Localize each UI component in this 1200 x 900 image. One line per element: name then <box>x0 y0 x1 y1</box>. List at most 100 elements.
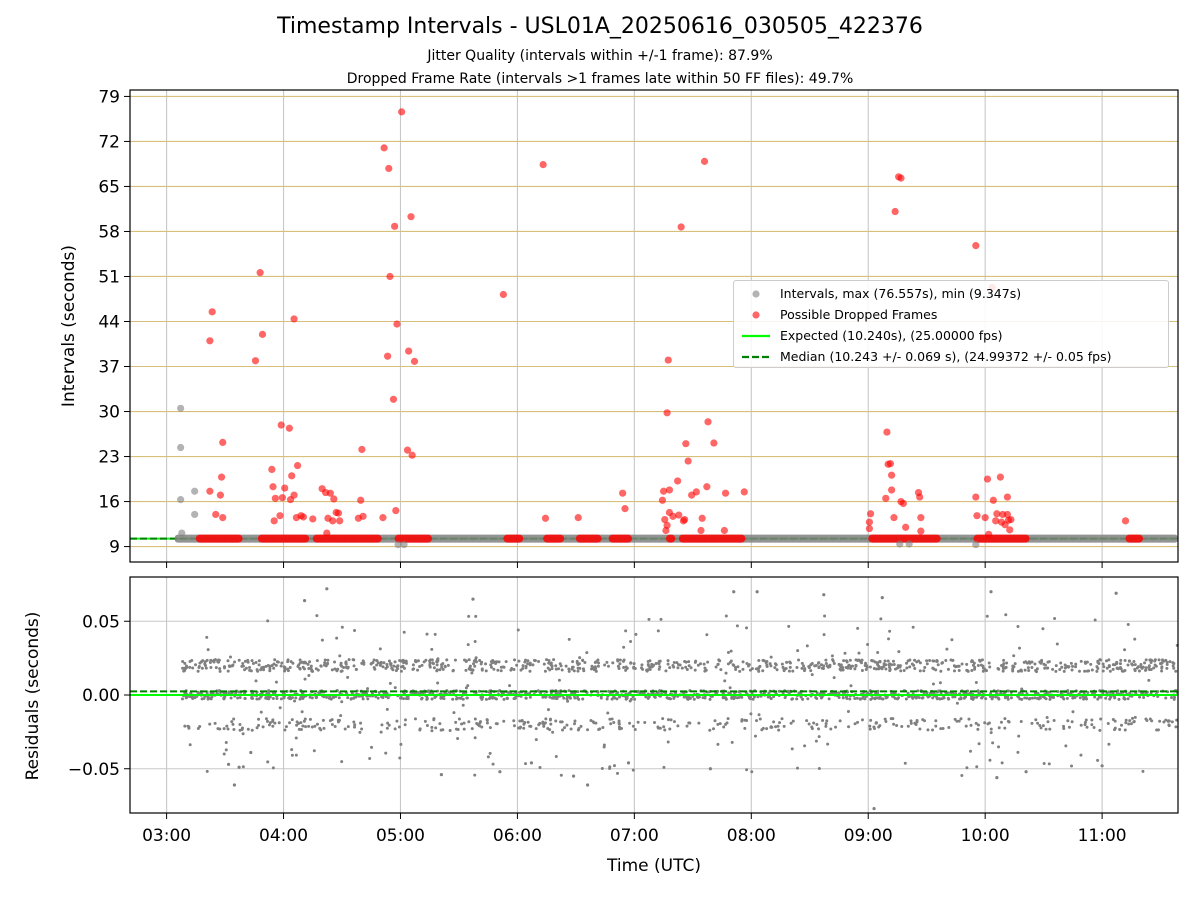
residual-point <box>871 659 875 663</box>
residual-point <box>208 661 212 665</box>
dropped-frame-point <box>865 524 874 533</box>
residual-point <box>273 721 277 725</box>
residual-point <box>1046 660 1050 664</box>
residual-point <box>633 728 637 732</box>
residual-point <box>790 747 794 751</box>
dropped-frame-point <box>659 487 668 495</box>
residual-point <box>692 697 696 701</box>
residual-point <box>268 721 272 725</box>
residual-point <box>526 720 530 724</box>
residual-point <box>438 722 442 726</box>
residual-point <box>845 660 849 664</box>
dropped-frame-point <box>1121 517 1130 525</box>
residual-point <box>454 697 458 701</box>
residual-point <box>699 662 703 666</box>
residual-point <box>307 667 311 671</box>
residual-point <box>869 718 873 722</box>
residual-point <box>307 724 311 728</box>
residual-point <box>1174 669 1178 673</box>
residual-point <box>900 725 904 729</box>
residual-point <box>198 724 202 728</box>
dropped-frame-point <box>674 477 682 485</box>
residual-outlier-point <box>232 783 237 787</box>
residual-point <box>467 720 471 724</box>
intervals-y-tick-label: 72 <box>98 132 120 152</box>
residual-point <box>658 665 662 669</box>
residual-point <box>741 660 745 664</box>
residual-point <box>841 696 845 700</box>
residual-point <box>542 662 546 666</box>
residual-point <box>757 666 761 670</box>
residual-point <box>496 668 500 672</box>
dropped-frame-point <box>403 446 412 454</box>
residual-point <box>882 662 886 666</box>
dropped-frame-point <box>285 424 293 432</box>
residual-point <box>988 758 992 762</box>
residual-point <box>1123 728 1127 732</box>
residual-point <box>615 697 619 701</box>
residual-point <box>547 661 551 665</box>
residual-point <box>1089 662 1093 666</box>
residual-point <box>271 724 275 728</box>
dropped-frame-point <box>293 461 302 470</box>
dropped-frame-point <box>677 223 685 231</box>
residual-point <box>652 720 656 724</box>
dropped-frame-point <box>407 213 415 221</box>
residual-point <box>231 722 235 726</box>
residual-outlier-point <box>439 773 444 777</box>
residual-point <box>866 691 870 695</box>
residual-point <box>1013 662 1017 666</box>
residual-point <box>335 636 339 640</box>
residual-point <box>988 665 992 669</box>
residual-point <box>1023 668 1027 672</box>
residual-point <box>918 727 922 731</box>
dropped-frame-point <box>704 418 712 426</box>
residual-point <box>387 723 391 727</box>
residual-point <box>298 666 302 670</box>
dropped-frame-point <box>1003 510 1011 519</box>
legend-label: Expected (10.240s), (25.00000 fps) <box>780 328 1003 343</box>
intervals-y-tick-label: 30 <box>98 403 120 423</box>
dropped-frame-point <box>972 493 980 501</box>
dropped-frame-point <box>329 517 337 525</box>
residual-point <box>1030 721 1034 725</box>
residual-point <box>353 629 357 633</box>
dropped-frame-point <box>684 457 692 465</box>
residual-point <box>805 719 809 723</box>
residual-point <box>1143 661 1147 665</box>
jitter-quality-subtitle: Jitter Quality (intervals within +/-1 fr… <box>427 48 773 64</box>
residual-point <box>1127 659 1131 663</box>
residual-point <box>947 726 951 730</box>
residual-point <box>887 637 891 641</box>
residual-point <box>1156 690 1160 694</box>
dropped-frame-point <box>330 495 338 503</box>
residual-point <box>829 727 833 731</box>
residual-point <box>379 660 383 664</box>
residual-point <box>946 667 950 671</box>
residual-point <box>238 723 242 727</box>
residual-point <box>883 659 887 663</box>
residual-point <box>865 665 869 669</box>
residual-outlier-point <box>708 767 712 771</box>
residual-point <box>960 773 964 777</box>
residual-point <box>1003 717 1007 721</box>
residual-point <box>346 665 350 669</box>
residual-point <box>397 725 401 729</box>
residual-point <box>368 756 372 760</box>
dropped-frame-point <box>574 514 582 522</box>
residual-point <box>273 658 277 662</box>
residual-point <box>661 717 665 721</box>
residual-point <box>283 667 287 671</box>
residual-point <box>562 696 566 700</box>
dropped-frame-point <box>251 357 260 365</box>
residual-point <box>729 649 733 653</box>
residual-point <box>815 722 819 726</box>
residual-point <box>726 650 730 654</box>
residual-point <box>224 691 228 695</box>
residual-point <box>926 728 930 732</box>
residual-point <box>757 713 761 717</box>
residual-point <box>994 695 998 699</box>
residual-point <box>213 658 217 662</box>
residual-point <box>1108 669 1112 673</box>
residual-point <box>769 655 773 659</box>
